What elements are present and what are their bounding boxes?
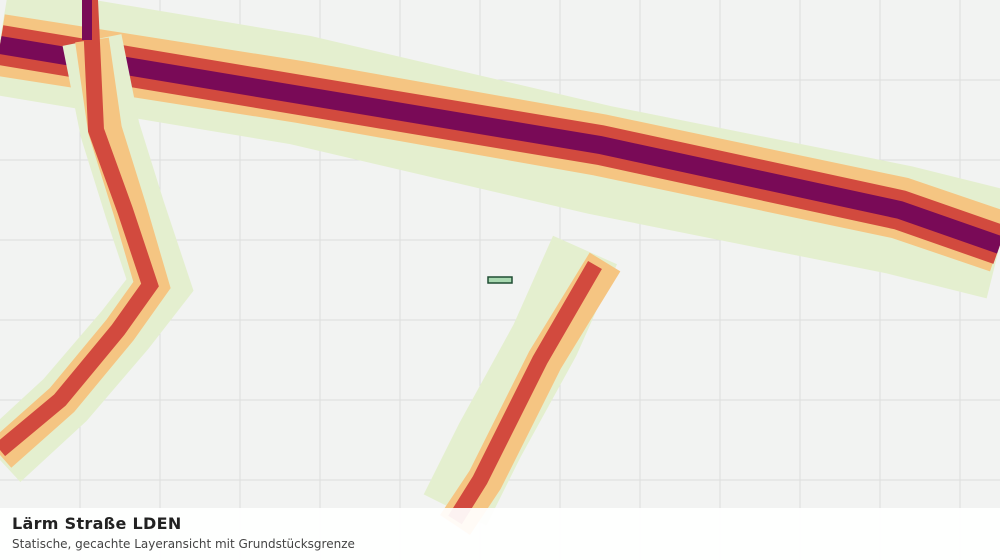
- noise-south-road: [423, 235, 621, 535]
- layer-title: Lärm Straße LDEN: [12, 514, 182, 533]
- layer-subtitle: Statische, gecachte Layeransicht mit Gru…: [12, 537, 355, 551]
- noise-main-road: [0, 0, 1000, 299]
- caption-box: Lärm Straße LDEN Statische, gecachte Lay…: [0, 508, 1000, 560]
- parcel-boundary[interactable]: [487, 276, 513, 284]
- noise-left-road: [0, 0, 194, 483]
